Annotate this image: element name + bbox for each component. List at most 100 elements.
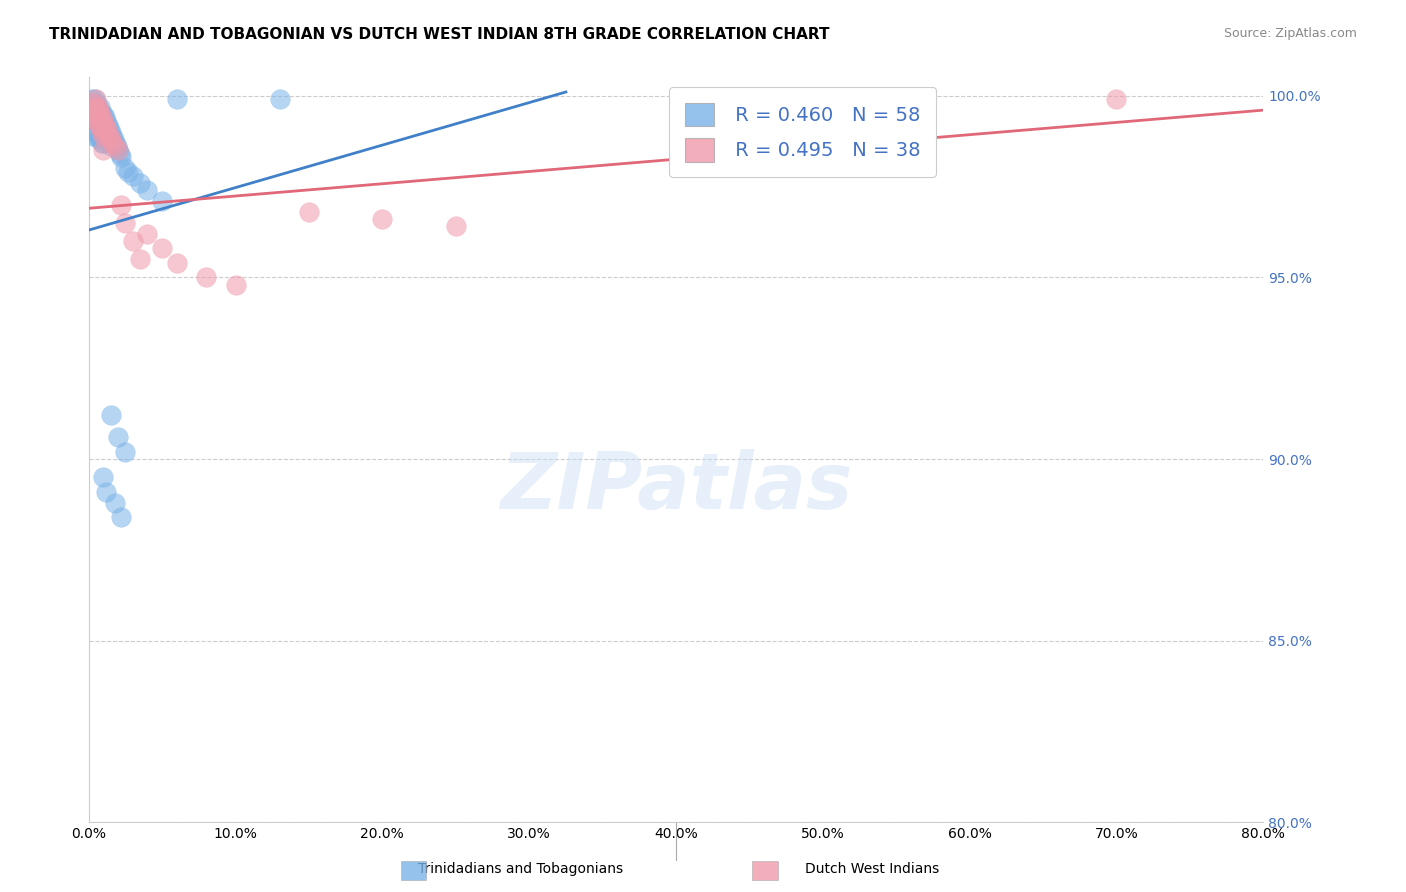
Point — [94, 118, 117, 132]
Point — [97, 118, 120, 132]
Point — [121, 169, 143, 183]
Point — [83, 99, 105, 113]
Point — [89, 114, 111, 128]
Point — [96, 484, 118, 499]
Point — [114, 216, 136, 230]
Point — [110, 197, 132, 211]
Point — [84, 125, 107, 139]
Point — [91, 136, 114, 150]
Point — [87, 103, 110, 117]
Point — [195, 270, 218, 285]
Point — [80, 107, 103, 121]
Point — [87, 118, 110, 132]
Point — [107, 430, 129, 444]
Point — [89, 128, 111, 143]
Point — [101, 128, 124, 143]
Point — [79, 95, 101, 110]
Point — [107, 143, 129, 157]
Point — [117, 165, 139, 179]
Point — [86, 114, 108, 128]
Point — [93, 121, 115, 136]
Text: Source: ZipAtlas.com: Source: ZipAtlas.com — [1223, 27, 1357, 40]
Point — [82, 111, 104, 125]
Point — [84, 95, 107, 110]
Point — [93, 136, 115, 150]
Point — [93, 128, 115, 143]
Point — [83, 92, 105, 106]
Legend:  R = 0.460   N = 58,  R = 0.495   N = 38: R = 0.460 N = 58, R = 0.495 N = 38 — [669, 87, 936, 178]
Point — [94, 125, 117, 139]
Point — [86, 99, 108, 113]
Point — [101, 136, 124, 150]
Point — [87, 118, 110, 132]
Point — [114, 444, 136, 458]
Point — [110, 150, 132, 164]
Text: Trinidadians and Tobagonians: Trinidadians and Tobagonians — [418, 862, 623, 876]
Point — [80, 103, 103, 117]
Point — [94, 111, 117, 125]
Point — [93, 143, 115, 157]
Point — [114, 161, 136, 176]
Point — [84, 92, 107, 106]
Point — [97, 132, 120, 146]
Point — [107, 143, 129, 157]
Point — [86, 128, 108, 143]
Point — [89, 121, 111, 136]
Point — [97, 125, 120, 139]
Point — [269, 92, 291, 106]
Point — [104, 136, 127, 150]
Point — [100, 132, 122, 146]
Point — [98, 128, 121, 143]
Point — [105, 139, 128, 153]
Point — [96, 114, 118, 128]
Point — [1105, 92, 1128, 106]
Point — [84, 111, 107, 125]
Point — [87, 132, 110, 146]
Point — [82, 114, 104, 128]
Point — [79, 111, 101, 125]
Point — [82, 128, 104, 143]
Point — [96, 128, 118, 143]
Point — [121, 234, 143, 248]
Point — [100, 139, 122, 153]
Point — [166, 256, 188, 270]
Point — [371, 212, 394, 227]
Point — [96, 121, 118, 136]
Point — [150, 194, 173, 208]
Point — [93, 107, 115, 121]
Point — [108, 146, 131, 161]
Point — [104, 139, 127, 153]
Point — [80, 92, 103, 106]
Point — [89, 107, 111, 121]
Point — [103, 132, 125, 146]
Point — [225, 277, 247, 292]
Point — [87, 103, 110, 117]
Point — [104, 496, 127, 510]
Point — [91, 121, 114, 136]
Point — [129, 176, 152, 190]
Point — [110, 510, 132, 524]
Point — [298, 205, 321, 219]
Text: TRINIDADIAN AND TOBAGONIAN VS DUTCH WEST INDIAN 8TH GRADE CORRELATION CHART: TRINIDADIAN AND TOBAGONIAN VS DUTCH WEST… — [49, 27, 830, 42]
Point — [93, 470, 115, 484]
Point — [150, 241, 173, 255]
Point — [100, 409, 122, 423]
Point — [136, 227, 159, 241]
Point — [83, 107, 105, 121]
Point — [129, 252, 152, 267]
Point — [84, 107, 107, 121]
Point — [136, 183, 159, 197]
Point — [91, 125, 114, 139]
Point — [91, 111, 114, 125]
Point — [98, 121, 121, 136]
Point — [86, 114, 108, 128]
Text: Dutch West Indians: Dutch West Indians — [804, 862, 939, 876]
Point — [89, 99, 111, 113]
Point — [93, 114, 115, 128]
Point — [82, 99, 104, 113]
Point — [82, 95, 104, 110]
Point — [100, 125, 122, 139]
Point — [91, 107, 114, 121]
Point — [444, 219, 467, 234]
Text: ZIPatlas: ZIPatlas — [501, 450, 852, 525]
